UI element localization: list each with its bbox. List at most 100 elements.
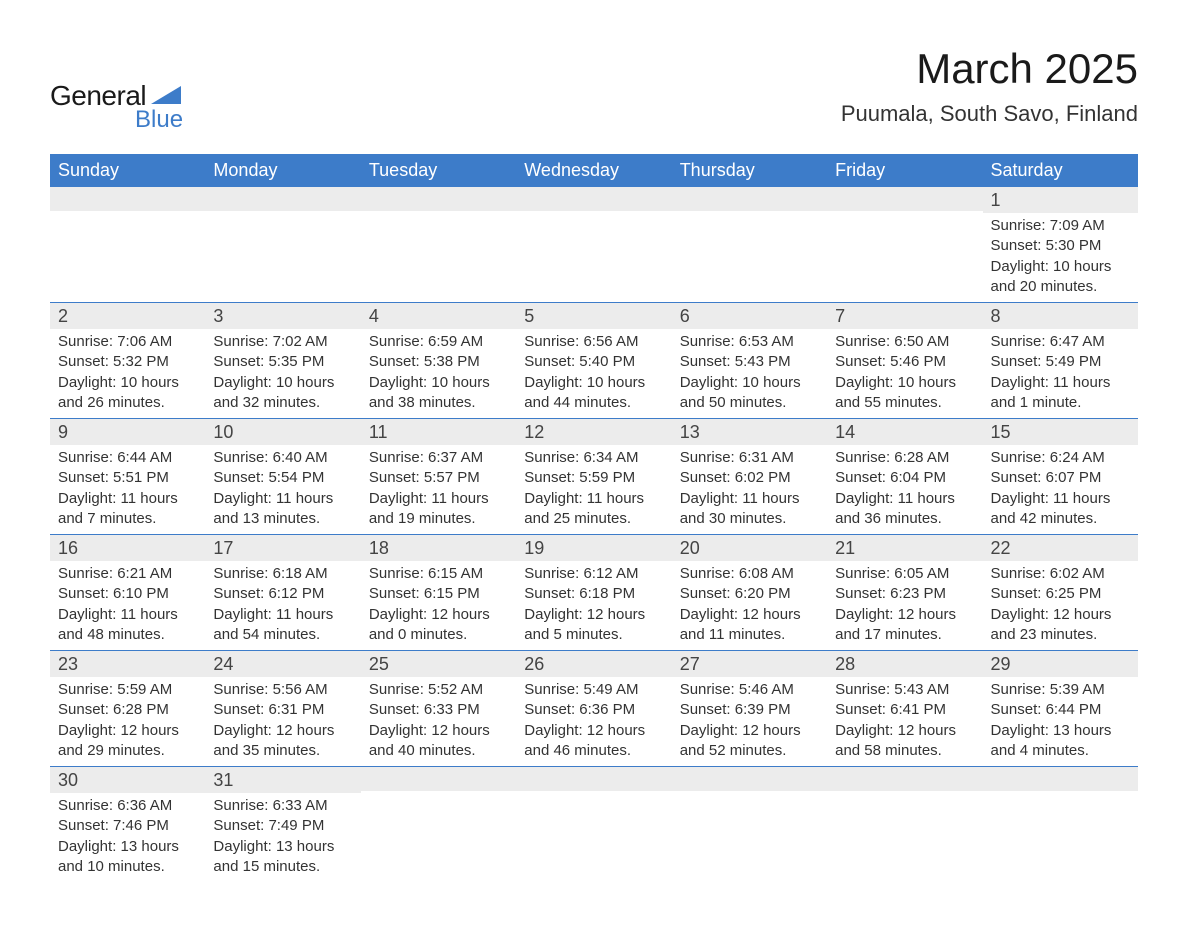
calendar-day-cell: 30Sunrise: 6:36 AMSunset: 7:46 PMDayligh…: [50, 767, 205, 883]
calendar-day-cell: 8Sunrise: 6:47 AMSunset: 5:49 PMDaylight…: [983, 303, 1138, 419]
calendar-day-cell: 28Sunrise: 5:43 AMSunset: 6:41 PMDayligh…: [827, 651, 982, 767]
daylight-text-2: and 25 minutes.: [524, 509, 663, 529]
calendar-day-cell: 1Sunrise: 7:09 AMSunset: 5:30 PMDaylight…: [983, 187, 1138, 303]
calendar-day-cell: 21Sunrise: 6:05 AMSunset: 6:23 PMDayligh…: [827, 535, 982, 651]
daylight-text-2: and 19 minutes.: [369, 509, 508, 529]
daylight-text-2: and 20 minutes.: [991, 277, 1130, 297]
day-number: 16: [50, 535, 205, 561]
day-number: 2: [50, 303, 205, 329]
sunrise-text: Sunrise: 5:46 AM: [680, 680, 819, 700]
calendar-day-cell: 18Sunrise: 6:15 AMSunset: 6:15 PMDayligh…: [361, 535, 516, 651]
day-number: 17: [205, 535, 360, 561]
day-data: Sunrise: 6:31 AMSunset: 6:02 PMDaylight:…: [672, 445, 827, 534]
day-data: Sunrise: 5:43 AMSunset: 6:41 PMDaylight:…: [827, 677, 982, 766]
calendar-table: Sunday Monday Tuesday Wednesday Thursday…: [50, 154, 1138, 882]
day-header: Wednesday: [516, 154, 671, 187]
day-number-empty: [50, 187, 205, 211]
daylight-text-1: Daylight: 11 hours: [213, 605, 352, 625]
sunset-text: Sunset: 6:44 PM: [991, 700, 1130, 720]
sunset-text: Sunset: 5:32 PM: [58, 352, 197, 372]
day-number: 26: [516, 651, 671, 677]
day-number: 24: [205, 651, 360, 677]
sunrise-text: Sunrise: 6:15 AM: [369, 564, 508, 584]
sunrise-text: Sunrise: 6:40 AM: [213, 448, 352, 468]
day-data: Sunrise: 5:46 AMSunset: 6:39 PMDaylight:…: [672, 677, 827, 766]
daylight-text-2: and 4 minutes.: [991, 741, 1130, 761]
sunset-text: Sunset: 6:36 PM: [524, 700, 663, 720]
daylight-text-2: and 48 minutes.: [58, 625, 197, 645]
day-data: Sunrise: 6:18 AMSunset: 6:12 PMDaylight:…: [205, 561, 360, 650]
day-header: Saturday: [983, 154, 1138, 187]
calendar-day-cell: 12Sunrise: 6:34 AMSunset: 5:59 PMDayligh…: [516, 419, 671, 535]
daylight-text-1: Daylight: 10 hours: [369, 373, 508, 393]
calendar-day-cell: 13Sunrise: 6:31 AMSunset: 6:02 PMDayligh…: [672, 419, 827, 535]
day-data: Sunrise: 7:06 AMSunset: 5:32 PMDaylight:…: [50, 329, 205, 418]
daylight-text-2: and 0 minutes.: [369, 625, 508, 645]
sunset-text: Sunset: 6:20 PM: [680, 584, 819, 604]
calendar-day-cell: [827, 187, 982, 303]
sunset-text: Sunset: 6:25 PM: [991, 584, 1130, 604]
sunset-text: Sunset: 5:54 PM: [213, 468, 352, 488]
day-number: 3: [205, 303, 360, 329]
daylight-text-2: and 10 minutes.: [58, 857, 197, 877]
day-number: 29: [983, 651, 1138, 677]
day-number: 14: [827, 419, 982, 445]
sunrise-text: Sunrise: 5:56 AM: [213, 680, 352, 700]
calendar-day-cell: 4Sunrise: 6:59 AMSunset: 5:38 PMDaylight…: [361, 303, 516, 419]
day-data-empty: [516, 791, 671, 871]
month-title: March 2025: [841, 45, 1138, 93]
sunrise-text: Sunrise: 6:31 AM: [680, 448, 819, 468]
calendar-day-cell: 9Sunrise: 6:44 AMSunset: 5:51 PMDaylight…: [50, 419, 205, 535]
daylight-text-2: and 58 minutes.: [835, 741, 974, 761]
sunrise-text: Sunrise: 7:06 AM: [58, 332, 197, 352]
daylight-text-1: Daylight: 12 hours: [680, 605, 819, 625]
daylight-text-2: and 15 minutes.: [213, 857, 352, 877]
day-number: 28: [827, 651, 982, 677]
day-number: 31: [205, 767, 360, 793]
day-number: 11: [361, 419, 516, 445]
logo-triangle-icon: [151, 84, 181, 109]
day-data-empty: [672, 791, 827, 871]
daylight-text-1: Daylight: 11 hours: [524, 489, 663, 509]
day-data: Sunrise: 6:08 AMSunset: 6:20 PMDaylight:…: [672, 561, 827, 650]
daylight-text-2: and 38 minutes.: [369, 393, 508, 413]
day-number: 22: [983, 535, 1138, 561]
day-number-empty: [361, 187, 516, 211]
sunrise-text: Sunrise: 6:36 AM: [58, 796, 197, 816]
daylight-text-1: Daylight: 13 hours: [213, 837, 352, 857]
sunset-text: Sunset: 5:43 PM: [680, 352, 819, 372]
day-number: 9: [50, 419, 205, 445]
calendar-week-row: 16Sunrise: 6:21 AMSunset: 6:10 PMDayligh…: [50, 535, 1138, 651]
day-number: 18: [361, 535, 516, 561]
day-data: Sunrise: 6:37 AMSunset: 5:57 PMDaylight:…: [361, 445, 516, 534]
sunset-text: Sunset: 6:18 PM: [524, 584, 663, 604]
day-data: Sunrise: 5:52 AMSunset: 6:33 PMDaylight:…: [361, 677, 516, 766]
daylight-text-1: Daylight: 11 hours: [835, 489, 974, 509]
daylight-text-1: Daylight: 12 hours: [524, 605, 663, 625]
day-data: Sunrise: 6:24 AMSunset: 6:07 PMDaylight:…: [983, 445, 1138, 534]
logo-text-blue: Blue: [135, 106, 183, 134]
day-number: 8: [983, 303, 1138, 329]
day-data-empty: [516, 211, 671, 291]
day-number: 15: [983, 419, 1138, 445]
day-data: Sunrise: 6:05 AMSunset: 6:23 PMDaylight:…: [827, 561, 982, 650]
daylight-text-2: and 40 minutes.: [369, 741, 508, 761]
day-data: Sunrise: 6:59 AMSunset: 5:38 PMDaylight:…: [361, 329, 516, 418]
day-data: Sunrise: 5:59 AMSunset: 6:28 PMDaylight:…: [50, 677, 205, 766]
day-number: 23: [50, 651, 205, 677]
daylight-text-2: and 36 minutes.: [835, 509, 974, 529]
sunset-text: Sunset: 7:46 PM: [58, 816, 197, 836]
calendar-week-row: 1Sunrise: 7:09 AMSunset: 5:30 PMDaylight…: [50, 187, 1138, 303]
calendar-day-cell: 14Sunrise: 6:28 AMSunset: 6:04 PMDayligh…: [827, 419, 982, 535]
sunrise-text: Sunrise: 6:21 AM: [58, 564, 197, 584]
calendar-day-cell: [516, 187, 671, 303]
day-data-empty: [983, 791, 1138, 871]
day-data-empty: [827, 211, 982, 291]
calendar-day-cell: 15Sunrise: 6:24 AMSunset: 6:07 PMDayligh…: [983, 419, 1138, 535]
calendar-day-cell: 6Sunrise: 6:53 AMSunset: 5:43 PMDaylight…: [672, 303, 827, 419]
daylight-text-1: Daylight: 11 hours: [991, 489, 1130, 509]
day-data-empty: [50, 211, 205, 291]
sunrise-text: Sunrise: 7:09 AM: [991, 216, 1130, 236]
calendar-day-cell: 10Sunrise: 6:40 AMSunset: 5:54 PMDayligh…: [205, 419, 360, 535]
sunrise-text: Sunrise: 6:05 AM: [835, 564, 974, 584]
